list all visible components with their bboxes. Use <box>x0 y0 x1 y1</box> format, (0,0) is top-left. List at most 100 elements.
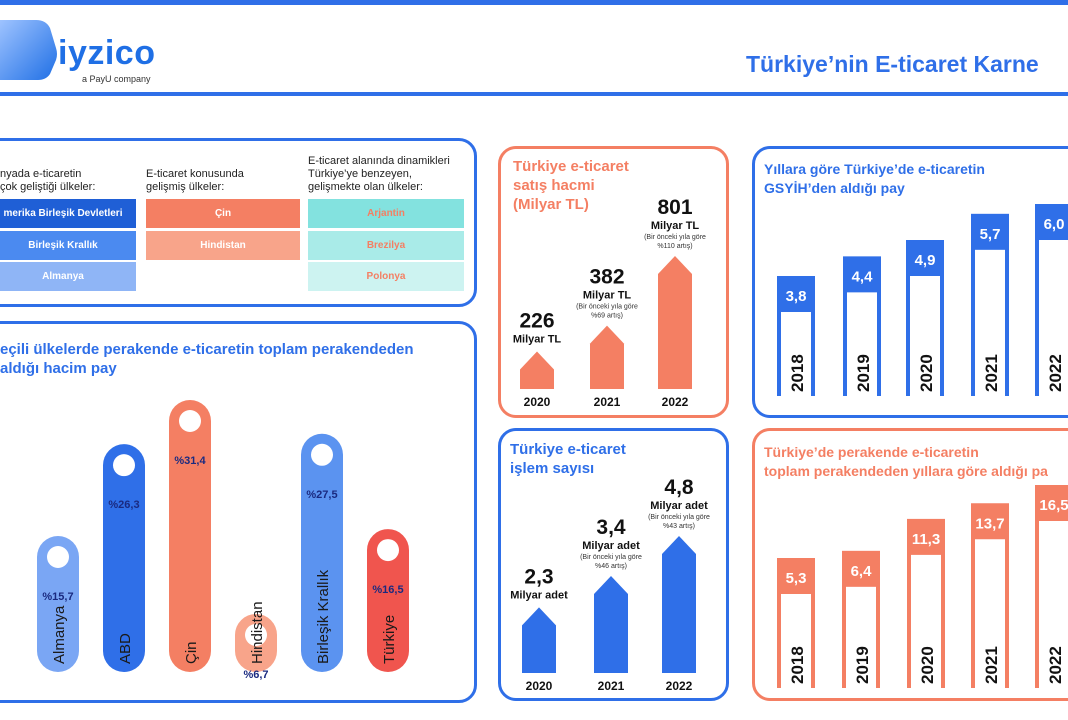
bar-growth-note: (Bir önceki yıla göre <box>576 304 638 311</box>
country-pill-germany: Almanya <box>0 262 136 291</box>
bar-value-label: 226 <box>519 309 554 332</box>
bar-value-label: 801 <box>657 196 692 219</box>
page-title: Türkiye’nin E-ticaret Karne <box>746 51 1039 77</box>
gdp-share-title: Yıllara göre Türkiye’de e-ticaretin GSYİ… <box>764 161 985 196</box>
bar-growth-note: %69 artış) <box>591 313 623 320</box>
country-pill-china: Çin <box>146 199 300 228</box>
year-label: 2020 <box>917 354 936 392</box>
bar-value-label: %15,7 <box>42 591 73 603</box>
bar-inner-2018 <box>781 594 811 688</box>
bar-birle-ik-krall-k <box>301 433 343 672</box>
bar-value-label: 11,3 <box>912 531 940 548</box>
bar-unit-label: Milyar TL <box>583 290 632 302</box>
sales-volume-title: Türkiye e-ticaret satış hacmi (Milyar TL… <box>513 158 629 213</box>
bar-inner-2021 <box>975 539 1005 688</box>
col2-title: E-ticaret konusunda gelişmiş ülkeler: <box>146 168 244 193</box>
logo-wordmark: iyzico <box>58 34 156 72</box>
logo-tagline: a PayU company <box>82 74 151 84</box>
year-label: 2022 <box>666 679 693 693</box>
bar-inner-2018 <box>781 312 811 396</box>
bar-almanya <box>37 536 79 672</box>
bar-inner-2022 <box>1039 521 1068 688</box>
bar-value-label: 382 <box>589 266 624 289</box>
bar-category-label: Birleşik Krallık <box>315 569 332 664</box>
retail-share-chart: 5,3 2018 6,4 2019 11,3 2020 13,7 2021 16,5 2022 <box>777 485 1068 688</box>
bar-cap-birle-ik-krall-k <box>311 443 333 466</box>
bar-unit-label: Milyar adet <box>510 589 568 601</box>
bar-cap-t-rkiye <box>377 539 399 562</box>
year-label: 2018 <box>788 646 807 684</box>
year-label: 2021 <box>598 679 625 693</box>
bar-value-label: 4,8 <box>664 476 694 499</box>
year-label: 2022 <box>1046 646 1065 684</box>
bar-growth-note: (Bir önceki yıla göre <box>580 554 642 561</box>
bar-unit-label: Milyar TL <box>651 220 700 232</box>
bar-2021 <box>590 325 624 389</box>
country-pill-india: Hindistan <box>146 231 300 260</box>
country-pill-poland: Polonya <box>308 262 464 291</box>
bar-cap-hindistan <box>245 623 267 646</box>
year-label: 2021 <box>982 646 1001 684</box>
bar-unit-label: Milyar adet <box>582 540 640 552</box>
bar-2022 <box>662 536 696 673</box>
year-label: 2018 <box>788 354 807 392</box>
bar-unit-label: Milyar adet <box>650 500 708 512</box>
country-share-chart: %15,7 Almanya %26,3 ABD %31,4 Çin %6,7 Hindista… <box>37 400 409 681</box>
bar-2020 <box>520 351 554 389</box>
bar-inner-2019 <box>847 292 877 396</box>
bar-value-label: 4,9 <box>915 252 936 269</box>
bar-value-label: %16,5 <box>372 584 403 596</box>
logo-mark-icon <box>0 20 57 80</box>
bar-inner-2019 <box>846 586 876 688</box>
year-label: 2020 <box>524 395 551 409</box>
bar-cap-in <box>179 410 201 432</box>
bar-value-label: 2,3 <box>524 565 553 588</box>
year-label: 2019 <box>853 646 872 684</box>
bar-value-label: 13,7 <box>975 515 1004 532</box>
retail-share-title: Türkiye’de perakende e-ticaretin toplam … <box>764 444 1048 479</box>
bar-value-label: 16,5 <box>1039 497 1068 514</box>
header-divider <box>0 92 1068 96</box>
bar-value-label: 5,3 <box>786 570 807 587</box>
bar-growth-note: %43 artış) <box>663 523 695 530</box>
bar-unit-label: Milyar TL <box>513 333 562 345</box>
country-pill-uk: Birleşik Krallık <box>0 231 136 260</box>
iyzico-logo[interactable]: iyzico a PayU company <box>0 14 200 84</box>
bar-growth-note: %110 artış) <box>657 243 692 250</box>
bar-in <box>169 400 211 672</box>
bar-value-label: 6,0 <box>1044 216 1065 233</box>
top-accent-line <box>0 0 1068 5</box>
year-label: 2022 <box>662 395 689 409</box>
country-pill-usa: merika Birleşik Devletleri <box>0 199 136 228</box>
bar-t-rkiye <box>367 529 409 672</box>
year-label: 2022 <box>1046 354 1065 392</box>
year-label: 2020 <box>526 679 553 693</box>
bar-cap-almanya <box>47 546 69 568</box>
country-share-title: eçili ülkelerde perakende e-ticaretin to… <box>0 341 414 377</box>
bar-category-label: Türkiye <box>381 615 398 664</box>
bar-value-label: 6,4 <box>851 563 873 580</box>
year-label: 2019 <box>854 354 873 392</box>
bar-value-label: %26,3 <box>108 499 139 511</box>
country-pill-brazil: Brezilya <box>308 231 464 260</box>
bar-value-label: 3,4 <box>596 516 626 539</box>
bar-abd <box>103 444 145 672</box>
bar-category-label: Almanya <box>51 605 68 664</box>
bar-2020 <box>522 607 556 673</box>
country-pill-argentina: Arjantin <box>308 199 464 228</box>
year-label: 2021 <box>594 395 621 409</box>
bar-inner-2022 <box>1039 240 1068 396</box>
bar-value-label: %27,5 <box>306 489 337 501</box>
bar-cap-abd <box>113 454 135 477</box>
gdp-share-chart: 3,8 2018 4,4 2019 4,9 2020 5,7 2021 6,0 2022 <box>777 204 1068 396</box>
year-label: 2021 <box>982 354 1001 392</box>
bar-2021 <box>594 575 628 673</box>
col3-title: E-ticaret alanında dinamikleri Türkiye’y… <box>308 155 450 193</box>
bar-category-label: Çin <box>183 641 200 664</box>
bar-growth-note: (Bir önceki yıla göre <box>648 514 710 521</box>
bar-2022 <box>658 256 692 389</box>
bar-value-label: 4,4 <box>852 268 874 285</box>
bar-value-label: 5,7 <box>980 226 1001 243</box>
